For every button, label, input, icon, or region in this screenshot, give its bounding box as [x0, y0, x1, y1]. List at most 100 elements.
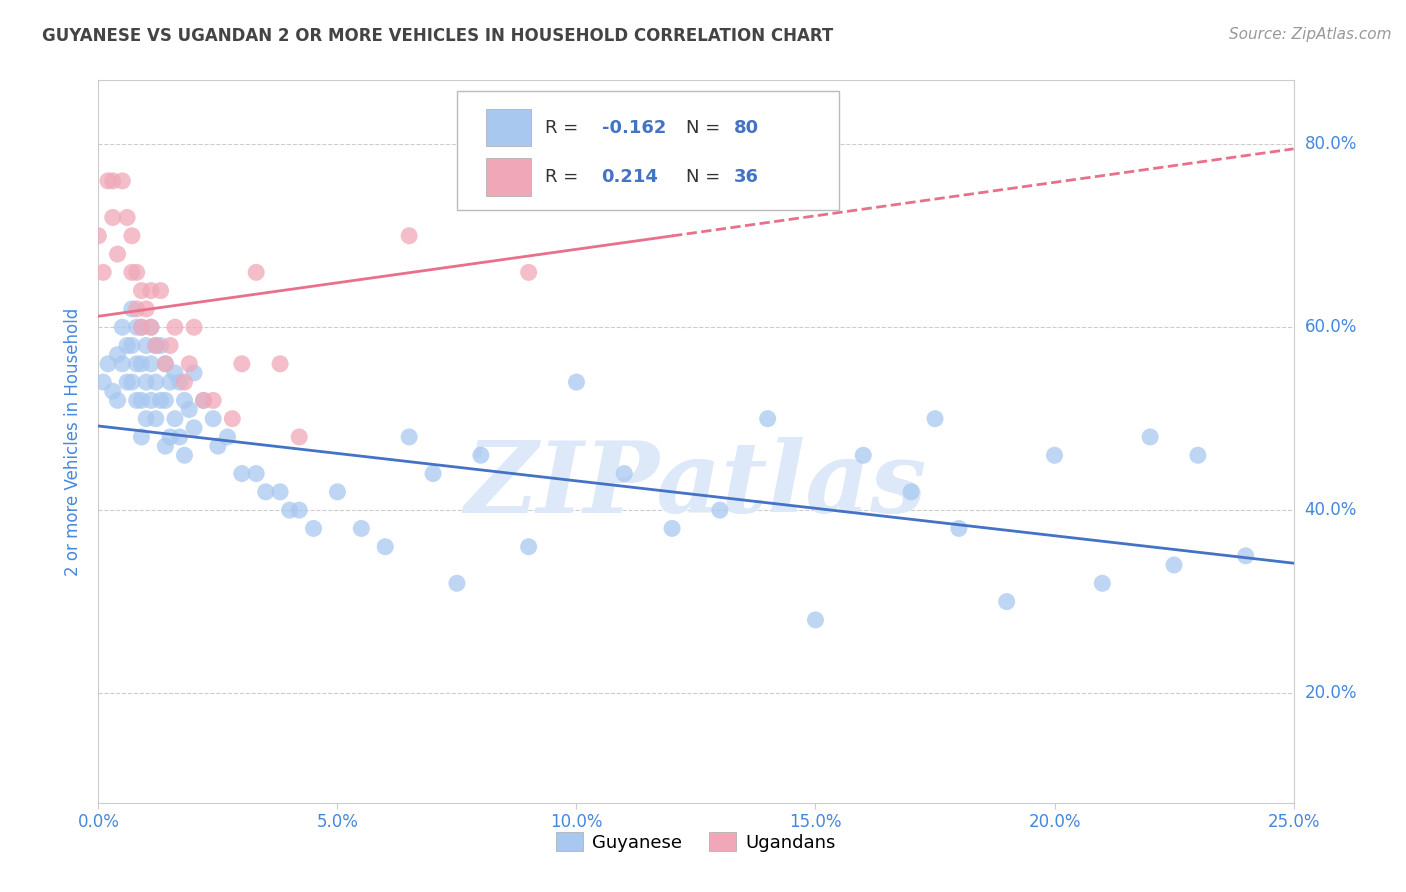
Point — [125, 265, 148, 279]
Point — [924, 411, 946, 425]
Point — [269, 357, 291, 371]
Point — [139, 320, 162, 334]
Point — [107, 348, 129, 362]
Legend: Guyanese, Ugandans: Guyanese, Ugandans — [548, 825, 844, 859]
Point — [115, 338, 138, 352]
Point — [107, 247, 129, 261]
Point — [374, 540, 396, 554]
Point — [139, 284, 162, 298]
Point — [163, 411, 186, 425]
Point — [398, 228, 420, 243]
Point — [756, 411, 779, 425]
Point — [131, 393, 153, 408]
Point — [149, 284, 172, 298]
Point — [169, 430, 191, 444]
Point — [135, 411, 157, 425]
Text: N =: N = — [686, 119, 727, 136]
Point — [565, 137, 588, 152]
Point — [159, 430, 181, 444]
Point — [125, 357, 148, 371]
Point — [1043, 448, 1066, 462]
Point — [948, 521, 970, 535]
Point — [107, 393, 129, 408]
Point — [97, 174, 120, 188]
Point — [121, 375, 143, 389]
Point — [179, 357, 201, 371]
Text: 80: 80 — [734, 119, 759, 136]
Point — [101, 384, 124, 399]
Text: R =: R = — [546, 119, 585, 136]
Point — [900, 484, 922, 499]
Point — [709, 503, 731, 517]
Point — [139, 357, 162, 371]
Point — [91, 265, 114, 279]
Point — [207, 439, 229, 453]
Point — [145, 338, 167, 352]
Point — [111, 320, 134, 334]
Text: Source: ZipAtlas.com: Source: ZipAtlas.com — [1229, 27, 1392, 42]
Point — [173, 448, 195, 462]
Point — [121, 338, 143, 352]
Point — [111, 174, 134, 188]
Point — [398, 430, 420, 444]
Point — [231, 357, 253, 371]
Point — [101, 211, 124, 225]
Bar — [485, 158, 531, 195]
Point — [97, 357, 120, 371]
Point — [159, 338, 181, 352]
Point — [245, 467, 267, 481]
Point — [288, 503, 311, 517]
Point — [145, 338, 167, 352]
Point — [145, 411, 167, 425]
Bar — [485, 109, 531, 146]
Point — [131, 284, 153, 298]
Point — [202, 411, 225, 425]
Point — [135, 338, 157, 352]
Point — [149, 393, 172, 408]
Point — [1234, 549, 1257, 563]
Point — [155, 357, 177, 371]
Point — [422, 467, 444, 481]
Text: -0.162: -0.162 — [602, 119, 666, 136]
Text: ZIPatlas: ZIPatlas — [465, 437, 927, 533]
Point — [135, 375, 157, 389]
Point — [470, 448, 492, 462]
Text: 80.0%: 80.0% — [1305, 136, 1357, 153]
Point — [221, 411, 243, 425]
Text: 0.214: 0.214 — [602, 168, 658, 186]
Text: 60.0%: 60.0% — [1305, 318, 1357, 336]
Point — [661, 155, 683, 169]
Point — [121, 228, 143, 243]
Point — [565, 375, 588, 389]
Point — [193, 393, 215, 408]
Point — [517, 540, 540, 554]
Point — [245, 265, 267, 279]
Point — [155, 393, 177, 408]
Point — [121, 301, 143, 316]
Point — [288, 430, 311, 444]
Point — [183, 366, 205, 380]
Point — [87, 228, 110, 243]
Point — [131, 320, 153, 334]
Point — [155, 439, 177, 453]
Point — [326, 484, 349, 499]
Text: 36: 36 — [734, 168, 759, 186]
FancyBboxPatch shape — [457, 91, 839, 211]
Point — [163, 320, 186, 334]
Point — [183, 320, 205, 334]
Text: 20.0%: 20.0% — [1305, 684, 1357, 702]
Text: R =: R = — [546, 168, 591, 186]
Point — [155, 357, 177, 371]
Point — [115, 211, 138, 225]
Point — [131, 357, 153, 371]
Text: 40.0%: 40.0% — [1305, 501, 1357, 519]
Point — [139, 320, 162, 334]
Point — [111, 357, 134, 371]
Point — [804, 613, 827, 627]
Point — [1139, 430, 1161, 444]
Point — [995, 594, 1018, 608]
Point — [350, 521, 373, 535]
Point — [852, 448, 875, 462]
Text: GUYANESE VS UGANDAN 2 OR MORE VEHICLES IN HOUSEHOLD CORRELATION CHART: GUYANESE VS UGANDAN 2 OR MORE VEHICLES I… — [42, 27, 834, 45]
Point — [115, 375, 138, 389]
